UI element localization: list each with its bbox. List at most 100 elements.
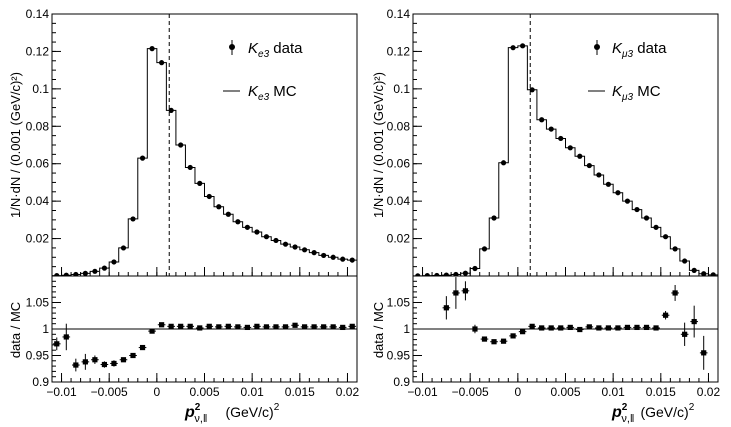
upper-right-data-point xyxy=(643,215,650,221)
lower-right-x-tick-label: −0.005 xyxy=(452,385,489,399)
upper-right-data-point xyxy=(567,145,573,151)
upper-left-data-point xyxy=(349,257,355,263)
lower-left-ratio-point xyxy=(54,341,60,347)
lower-right-ratio-point xyxy=(672,290,678,296)
upper-left-data-point xyxy=(340,256,346,262)
lower-left-x-tick-label: 0.02 xyxy=(336,385,360,399)
upper-right-data-point xyxy=(434,272,440,276)
upper-right-mc-histogram xyxy=(413,45,718,276)
lower-right-ratio-point xyxy=(643,324,650,331)
upper-right-data-point xyxy=(624,198,631,204)
upper-left-data-point xyxy=(244,224,250,230)
lower-left-ratio-point xyxy=(73,362,79,368)
upper-right-y-tick-label: 0.08 xyxy=(387,119,411,133)
upper-left-data-point xyxy=(225,211,231,217)
upper-left-histogram-panel: 0.02 0.04 0.06 0.08 0.1 0.12 0.14 Ke3 data Ke3… xyxy=(8,7,358,277)
upper-left-data-point xyxy=(82,270,88,276)
upper-left-data-point xyxy=(263,234,270,240)
upper-left-data-point xyxy=(73,271,79,276)
upper-right-data-point xyxy=(672,246,678,252)
lower-right-ratio-point xyxy=(500,338,507,344)
lower-right-y-axis-label: data / MC xyxy=(371,302,386,358)
lower-left-ratio-point xyxy=(349,323,355,329)
upper-left-frame xyxy=(51,13,358,277)
upper-left-y-tick-label: 0.06 xyxy=(26,157,50,171)
lower-left-y-tick-label: 1 xyxy=(42,322,49,336)
legend-mc-label: Ke3 MC xyxy=(248,83,297,103)
upper-left-data-point xyxy=(168,107,174,113)
upper-right-legend: Kμ3 data Kμ3 MC xyxy=(588,40,667,103)
upper-right-data-point xyxy=(481,246,488,252)
lower-right-ratio-point xyxy=(662,312,669,318)
upper-left-data-point xyxy=(197,180,203,186)
upper-left-data-point xyxy=(292,244,298,250)
upper-right-data-point xyxy=(453,271,459,276)
legend-data-label: Ke3 data xyxy=(248,40,303,60)
lower-right-ratio-point xyxy=(558,325,564,331)
upper-left-data-point xyxy=(187,164,193,171)
upper-left-data-point xyxy=(139,155,146,161)
lower-left-x-axis-title: p2 ν,‖ (GeV/c)2 xyxy=(184,402,280,425)
upper-left-legend: Ke3 data Ke3 MC xyxy=(223,40,303,103)
upper-right-data-point xyxy=(701,271,707,276)
lower-right-ratio-point xyxy=(539,325,545,331)
lower-left-ratio-point xyxy=(178,323,184,329)
lower-left-ratio-point xyxy=(82,359,88,365)
lower-right-x-tick-label: 0.005 xyxy=(550,385,580,399)
lower-right-ratio-point xyxy=(634,324,640,331)
lower-right-ratio-point xyxy=(615,325,621,331)
lower-left-x-tick-label: −0.005 xyxy=(91,385,128,399)
lower-left-ratio-point xyxy=(311,324,317,330)
lower-right-y-tick-label: 0.9 xyxy=(393,375,410,389)
upper-left-data-point xyxy=(330,254,336,260)
lower-right-ratio-point xyxy=(462,288,469,294)
upper-left-data-point xyxy=(311,250,317,256)
lower-right-x-tick-label: −0.01 xyxy=(407,385,438,399)
lower-left-x-tick-label: 0.01 xyxy=(240,385,264,399)
lower-right-ratio-point xyxy=(481,336,488,342)
upper-right-data-point xyxy=(682,258,688,264)
lower-left-ratio-point xyxy=(63,334,69,340)
upper-right-y-tick-label: 0.04 xyxy=(387,194,411,208)
lower-left-ratio-point xyxy=(330,324,336,330)
lower-right-ratio-panel: 0.9 0.95 1 1.05 −0.01 −0.005 0 0.005 0.01 0.015 0… xyxy=(371,275,721,425)
lower-right-x-tick-label: 0.02 xyxy=(697,385,721,399)
upper-left-data-point xyxy=(130,216,136,222)
upper-right-y-tick-label: 0.14 xyxy=(387,7,411,21)
upper-right-data-point xyxy=(424,273,430,276)
upper-left-data-point xyxy=(206,193,212,200)
lower-left-ratio-point xyxy=(149,328,155,334)
lower-right-ratio-point xyxy=(510,333,516,339)
upper-left-data-point xyxy=(54,273,60,276)
lower-left-ratio-point xyxy=(159,322,165,328)
upper-right-data-point xyxy=(586,162,592,169)
upper-left-data-point xyxy=(235,219,241,225)
upper-left-y-axis-label: 1/N·dN / (0.001 (GeV/c)²) xyxy=(8,72,23,218)
lower-left-ratio-point xyxy=(301,324,308,330)
upper-right-data-point xyxy=(662,234,669,240)
upper-left-data-point xyxy=(282,241,289,247)
lower-left-ratio-point xyxy=(139,344,146,351)
upper-right-data-point xyxy=(577,153,583,159)
upper-right-y-tick-label: 0.1 xyxy=(393,82,410,96)
upper-left-data-point xyxy=(149,46,155,52)
lower-left-y-axis-label: data / MC xyxy=(8,302,23,358)
upper-left-y-tick-label: 0.08 xyxy=(26,119,50,133)
upper-right-data-point xyxy=(558,135,564,142)
lower-left-y-tick-label: 1.05 xyxy=(26,296,50,310)
upper-left-y-tick-label: 0.04 xyxy=(26,194,50,208)
lower-left-x-tick-label: 0.005 xyxy=(189,385,219,399)
upper-right-data-point xyxy=(529,87,535,93)
lower-left-ratio-point xyxy=(216,324,222,330)
lower-left-ratio-point xyxy=(92,357,98,363)
lower-left-ratio-point xyxy=(273,324,279,330)
upper-right-data-point xyxy=(491,215,497,221)
lower-right-ratio-point xyxy=(548,325,554,331)
upper-right-data-point xyxy=(634,206,640,213)
lower-left-ratio-point xyxy=(206,323,212,329)
lower-left-ratio-point xyxy=(197,325,203,331)
upper-right-y-tick-label: 0.12 xyxy=(387,44,411,58)
lower-right-ratio-point xyxy=(682,331,688,337)
lower-left-x-tick-label: 0 xyxy=(154,385,161,399)
lower-left-ratio-point xyxy=(263,324,270,330)
